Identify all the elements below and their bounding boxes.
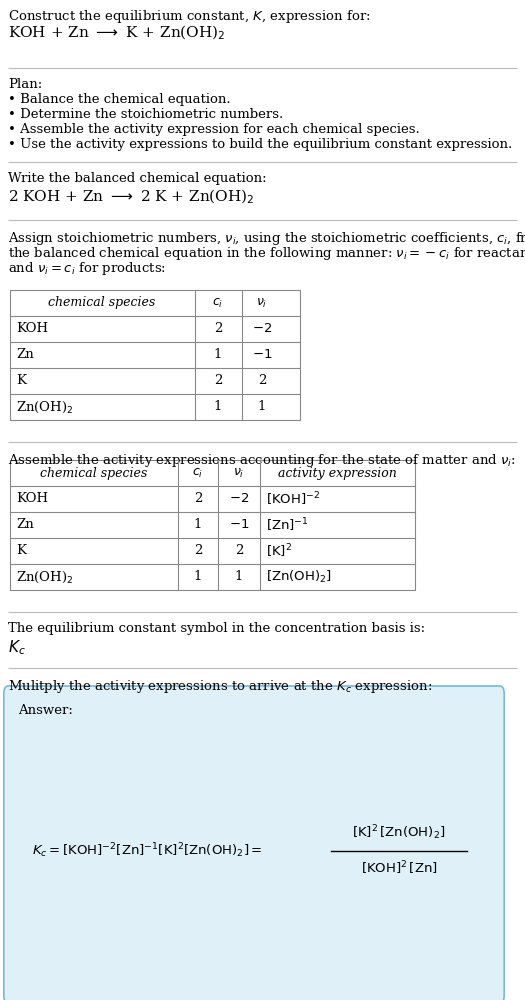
Text: 1: 1: [214, 349, 222, 361]
Text: $\nu_i$: $\nu_i$: [233, 466, 245, 480]
Text: Construct the equilibrium constant, $K$, expression for:: Construct the equilibrium constant, $K$,…: [8, 8, 371, 25]
Text: 2: 2: [194, 544, 202, 558]
Text: Assign stoichiometric numbers, $\nu_i$, using the stoichiometric coefficients, $: Assign stoichiometric numbers, $\nu_i$, …: [8, 230, 525, 247]
Text: 2: 2: [214, 374, 222, 387]
Text: $[\mathrm{Zn(OH)}_2]$: $[\mathrm{Zn(OH)}_2]$: [266, 569, 332, 585]
Text: 2: 2: [214, 322, 222, 336]
Text: The equilibrium constant symbol in the concentration basis is:: The equilibrium constant symbol in the c…: [8, 622, 425, 635]
Text: Answer:: Answer:: [18, 704, 73, 717]
Text: 1: 1: [214, 400, 222, 414]
Text: Write the balanced chemical equation:: Write the balanced chemical equation:: [8, 172, 267, 185]
Text: activity expression: activity expression: [278, 466, 396, 480]
Text: 2: 2: [235, 544, 243, 558]
Text: $\nu_i$: $\nu_i$: [256, 296, 268, 310]
Text: $[\mathrm{K}]^2\,[\mathrm{Zn(OH)}_2]$: $[\mathrm{K}]^2\,[\mathrm{Zn(OH)}_2]$: [352, 823, 446, 842]
Text: Zn(OH)$_2$: Zn(OH)$_2$: [16, 399, 74, 415]
Text: $[\mathrm{KOH}]^2\,[\mathrm{Zn}]$: $[\mathrm{KOH}]^2\,[\mathrm{Zn}]$: [361, 860, 437, 877]
Text: 2: 2: [194, 492, 202, 506]
Text: 1: 1: [258, 400, 266, 414]
Text: $-1$: $-1$: [229, 518, 249, 532]
Text: KOH: KOH: [16, 492, 48, 506]
Text: the balanced chemical equation in the following manner: $\nu_i = -c_i$ for react: the balanced chemical equation in the fo…: [8, 245, 525, 262]
Text: $c_i$: $c_i$: [213, 296, 224, 310]
Text: and $\nu_i = c_i$ for products:: and $\nu_i = c_i$ for products:: [8, 260, 166, 277]
Bar: [10, 460, 415, 590]
Text: 1: 1: [235, 570, 243, 583]
Text: Zn: Zn: [16, 349, 34, 361]
Text: • Assemble the activity expression for each chemical species.: • Assemble the activity expression for e…: [8, 123, 420, 136]
Text: Zn(OH)$_2$: Zn(OH)$_2$: [16, 569, 74, 585]
Text: KOH: KOH: [16, 322, 48, 336]
Text: $[\mathrm{Zn}]^{-1}$: $[\mathrm{Zn}]^{-1}$: [266, 516, 309, 534]
Text: $c_i$: $c_i$: [192, 466, 204, 480]
FancyBboxPatch shape: [4, 686, 504, 1000]
Text: $-2$: $-2$: [252, 322, 272, 336]
Text: • Determine the stoichiometric numbers.: • Determine the stoichiometric numbers.: [8, 108, 284, 121]
Text: Zn: Zn: [16, 518, 34, 532]
Text: K: K: [16, 374, 26, 387]
Text: Mulitply the activity expressions to arrive at the $K_c$ expression:: Mulitply the activity expressions to arr…: [8, 678, 432, 695]
Text: $K_c$: $K_c$: [8, 638, 26, 657]
Text: KOH + Zn $\longrightarrow$ K + Zn(OH)$_2$: KOH + Zn $\longrightarrow$ K + Zn(OH)$_2…: [8, 24, 225, 42]
Text: 2: 2: [258, 374, 266, 387]
Text: $[\mathrm{KOH}]^{-2}$: $[\mathrm{KOH}]^{-2}$: [266, 490, 320, 508]
Text: 2 KOH + Zn $\longrightarrow$ 2 K + Zn(OH)$_2$: 2 KOH + Zn $\longrightarrow$ 2 K + Zn(OH…: [8, 188, 255, 206]
Text: • Balance the chemical equation.: • Balance the chemical equation.: [8, 93, 230, 106]
Text: Assemble the activity expressions accounting for the state of matter and $\nu_i$: Assemble the activity expressions accoun…: [8, 452, 516, 469]
Text: $-1$: $-1$: [252, 349, 272, 361]
Text: $K_c = [\mathrm{KOH}]^{-2}[\mathrm{Zn}]^{-1}[\mathrm{K}]^2[\mathrm{Zn(OH)}_2] =$: $K_c = [\mathrm{KOH}]^{-2}[\mathrm{Zn}]^…: [32, 841, 262, 860]
Text: 1: 1: [194, 570, 202, 583]
Text: chemical species: chemical species: [48, 296, 155, 309]
Text: $-2$: $-2$: [229, 492, 249, 506]
Text: $[\mathrm{K}]^2$: $[\mathrm{K}]^2$: [266, 542, 292, 560]
Bar: [10, 290, 300, 420]
Text: • Use the activity expressions to build the equilibrium constant expression.: • Use the activity expressions to build …: [8, 138, 512, 151]
Text: K: K: [16, 544, 26, 558]
Text: Plan:: Plan:: [8, 78, 42, 91]
Text: 1: 1: [194, 518, 202, 532]
Text: chemical species: chemical species: [40, 466, 148, 480]
